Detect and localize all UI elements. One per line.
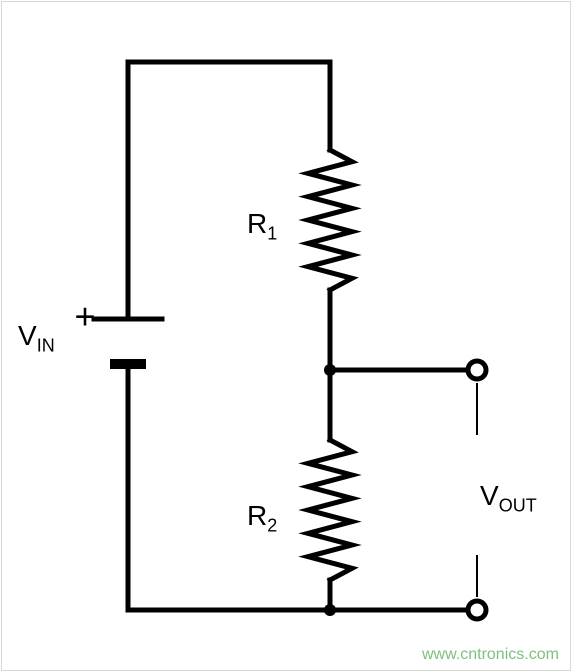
watermark-text: www.cntronics.com: [422, 646, 559, 664]
label-vin: VIN: [18, 320, 55, 357]
circuit-diagram: +: [0, 0, 572, 672]
svg-text:+: +: [74, 296, 95, 337]
label-vout: VOUT: [480, 480, 537, 517]
label-r2: R2: [247, 500, 277, 537]
label-r1: R1: [247, 208, 277, 245]
